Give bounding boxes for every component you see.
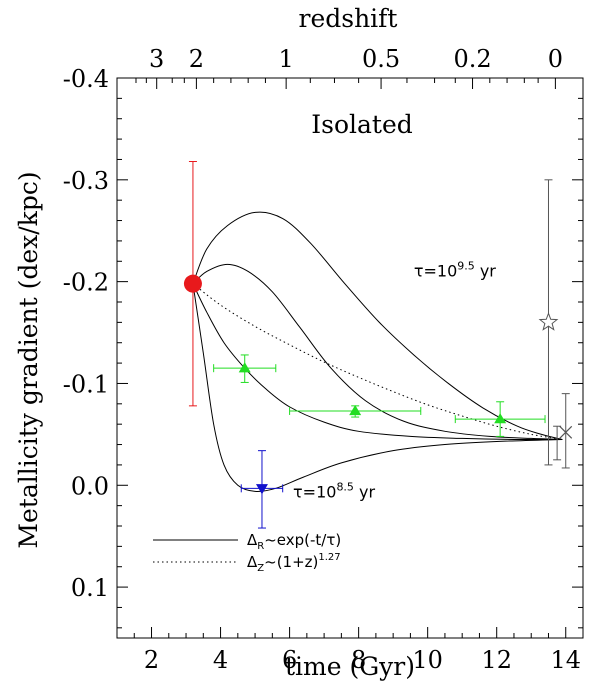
tau-low-exp: 8.5 [336, 480, 354, 493]
tau-high-unit: yr [475, 262, 497, 281]
legend-dotted-sub: Z [257, 563, 264, 574]
legend-solid-label: ΔR~exp(-t/τ) [247, 531, 341, 552]
tau-high-base: τ=10 [414, 262, 457, 281]
legend-dotted-sup: 1.27 [318, 552, 340, 563]
marker-circle [183, 274, 202, 293]
marker-star [538, 311, 559, 331]
y-tick-label: -0.2 [63, 269, 109, 297]
plot-frame [116, 77, 584, 639]
x-tick-label: 4 [213, 646, 228, 674]
y-tick-label: -0.3 [63, 167, 109, 195]
legend-solid-rest: ~exp(-t/τ) [264, 531, 341, 549]
top-tick-label: 2 [189, 45, 204, 73]
tau-low-base: τ=10 [293, 482, 336, 501]
tau-low-unit: yr [354, 482, 376, 501]
legend-solid-base: Δ [247, 531, 258, 549]
y-axis-title: Metallicity gradient (dex/kpc) [14, 171, 43, 548]
x-axis-title: time (Gyr) [285, 652, 415, 681]
marker-triangle-up [238, 362, 251, 373]
tick-labels: 2 4 6 8 10 12 143 2 1 0.5 0.2 0-0.4-0.3-0.2-0.10.00… [63, 45, 581, 674]
marker-triangle-up [494, 413, 507, 424]
y-tick-label: 0.1 [71, 574, 109, 602]
legend: ΔR~exp(-t/τ) ΔZ~(1+z)1.27 [153, 531, 341, 574]
x-tick-label: 10 [412, 646, 443, 674]
observation-cross [559, 393, 573, 469]
x-tick-label: 8 [351, 646, 366, 674]
top-tick-label: 0.5 [362, 45, 400, 73]
x-tick-label: 14 [550, 646, 581, 674]
legend-dotted-rest: ~(1+z) [264, 553, 318, 571]
y-tick-label: -0.4 [63, 65, 109, 93]
axis-ticks [116, 77, 584, 638]
observation-blue-triangle [240, 450, 284, 529]
marker-triangle-down [255, 484, 268, 495]
top-tick-label: 0.2 [453, 45, 491, 73]
top-tick-label: 1 [279, 45, 294, 73]
tau-low-label: τ=108.5 yr [293, 480, 375, 501]
tau-high-label: τ=109.5 yr [414, 260, 496, 281]
tau-high-exp: 9.5 [457, 260, 475, 273]
model-curve-1 [192, 211, 563, 440]
observation-green-triangle-1 [213, 354, 277, 383]
legend-solid-sub: R [257, 541, 264, 552]
marker-x [559, 425, 573, 439]
model-curves [192, 211, 563, 492]
model-curve-4 [192, 283, 563, 492]
observations [183, 160, 573, 529]
plot-title: Isolated [311, 110, 413, 139]
top-tick-label: 3 [149, 45, 164, 73]
x-tick-label: 6 [282, 646, 297, 674]
top-axis-title: redshift [299, 4, 398, 33]
observation-red-circle [183, 160, 202, 407]
model-curve-3 [192, 283, 563, 441]
observation-green-triangle-2 [289, 404, 422, 418]
x-tick-label: 12 [481, 646, 512, 674]
x-tick-label: 2 [144, 646, 159, 674]
model-curve-2 [192, 263, 563, 440]
y-tick-label: 0.0 [71, 472, 109, 500]
y-tick-label: -0.1 [63, 370, 109, 398]
model-curve-5 [192, 283, 563, 440]
marker-triangle-up [349, 404, 362, 416]
observation-gray-point [553, 425, 562, 461]
observation-green-triangle-3 [454, 401, 546, 437]
top-tick-label: 0 [548, 45, 563, 73]
legend-dotted-base: Δ [247, 553, 258, 571]
legend-dotted-label: ΔZ~(1+z)1.27 [247, 552, 341, 574]
observation-open-star [538, 179, 559, 466]
